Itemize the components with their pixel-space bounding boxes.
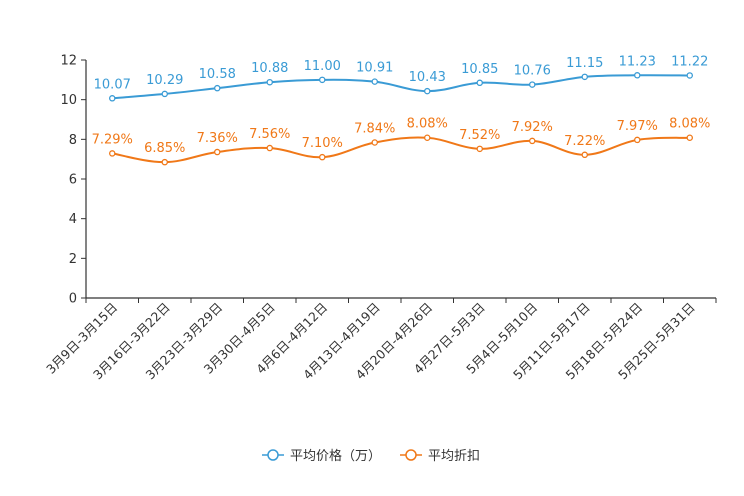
- data-point[interactable]: [161, 158, 168, 166]
- series-line: [112, 74, 690, 100]
- data-label: 11.23: [619, 54, 656, 69]
- data-point[interactable]: [109, 95, 116, 102]
- y-tick-label: 6: [69, 173, 77, 188]
- legend-item-average-price[interactable]: 平均价格（万）: [262, 448, 381, 464]
- data-label: 11.22: [671, 54, 708, 69]
- data-label: 7.22%: [564, 134, 605, 149]
- series-average-price: 10.07 10.29 10.58 10.88 11.00 10.91 10.43 10.85…: [94, 54, 708, 102]
- data-label: 7.97%: [617, 119, 658, 134]
- data-label: 10.91: [356, 61, 393, 76]
- data-label: 7.29%: [92, 132, 133, 147]
- series-layer: 10.07 10.29 10.58 10.88 11.00 10.91 10.43 10.85…: [92, 54, 710, 166]
- series-average-discount: 7.29% 6.85% 7.36% 7.56% 7.10% 7.84% 8.08% 7.52%…: [92, 117, 710, 166]
- legend-marker: [405, 449, 417, 461]
- y-tick-label: 0: [69, 292, 77, 307]
- legend-label: 平均价格（万）: [290, 448, 381, 464]
- data-label: 7.10%: [302, 136, 343, 151]
- data-point[interactable]: [213, 84, 221, 92]
- data-label: 10.88: [251, 61, 288, 76]
- data-point[interactable]: [634, 136, 641, 144]
- legend-label: 平均折扣: [428, 449, 480, 464]
- data-point[interactable]: [213, 148, 221, 156]
- data-point[interactable]: [476, 79, 483, 87]
- series-line: [112, 136, 690, 164]
- data-label: 7.52%: [459, 128, 500, 143]
- data-point[interactable]: [423, 87, 431, 95]
- data-point[interactable]: [581, 73, 589, 81]
- y-tick-label: 8: [69, 133, 77, 148]
- data-label: 10.58: [199, 67, 236, 82]
- data-point[interactable]: [686, 134, 694, 141]
- data-point[interactable]: [634, 72, 641, 79]
- data-point[interactable]: [109, 150, 116, 157]
- data-label: 7.36%: [197, 131, 238, 146]
- data-point[interactable]: [371, 78, 378, 85]
- y-tick-label: 12: [60, 54, 77, 69]
- data-label: 10.07: [94, 77, 131, 92]
- data-label: 11.15: [566, 56, 603, 71]
- y-tick-label: 10: [60, 93, 77, 108]
- legend-marker: [267, 449, 279, 461]
- data-point[interactable]: [581, 151, 589, 159]
- data-label: 10.76: [514, 64, 551, 79]
- legend-item-average-discount[interactable]: 平均折扣: [400, 449, 480, 464]
- data-point[interactable]: [161, 90, 168, 98]
- data-point[interactable]: [529, 81, 536, 88]
- data-point[interactable]: [318, 76, 326, 84]
- data-label: 7.84%: [354, 122, 395, 137]
- data-point[interactable]: [266, 144, 273, 152]
- data-label: 11.00: [304, 59, 341, 74]
- data-point[interactable]: [423, 134, 431, 141]
- y-tick-label: 2: [69, 252, 77, 267]
- y-tick-label: 4: [69, 212, 77, 227]
- data-label: 7.56%: [249, 127, 290, 142]
- data-point[interactable]: [686, 72, 694, 79]
- data-label: 10.43: [409, 70, 446, 85]
- data-label: 8.08%: [407, 117, 448, 132]
- data-point[interactable]: [318, 153, 326, 161]
- data-label: 10.29: [146, 73, 183, 88]
- legend[interactable]: 平均价格（万） 平均折扣: [262, 448, 480, 464]
- data-point[interactable]: [476, 145, 483, 153]
- data-point[interactable]: [266, 78, 273, 86]
- data-label: 10.85: [461, 62, 498, 77]
- data-point[interactable]: [371, 139, 378, 146]
- axes: 0246810123月9日-3月15日3月16日-3月22日3月23日-3月29…: [43, 54, 717, 382]
- data-point[interactable]: [529, 137, 536, 145]
- data-label: 7.92%: [512, 120, 553, 135]
- data-label: 8.08%: [669, 117, 710, 132]
- data-label: 6.85%: [144, 141, 185, 156]
